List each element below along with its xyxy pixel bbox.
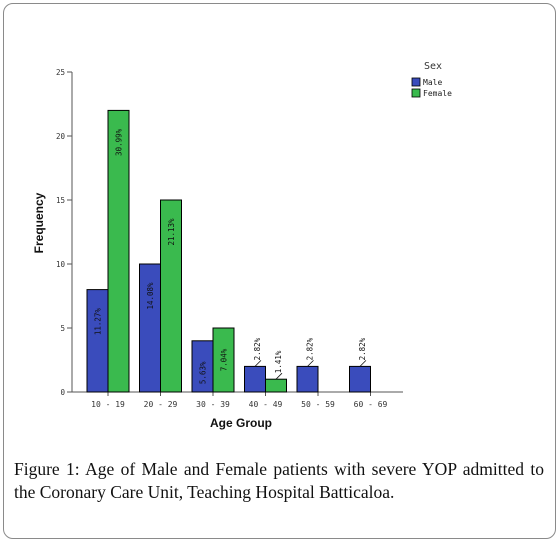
chart: 0 5 10 15 20 25 10 - 19 11.27% 30.99% 20 - 29 14.0… [32, 61, 452, 430]
data-label-leader-male-5 [359, 360, 367, 367]
figure-caption: Figure 1: Age of Male and Female patient… [14, 458, 544, 504]
data-label-group-female-1: 21.13% [167, 218, 176, 246]
bar-female-0 [107, 109, 130, 393]
data-label-group-male-5: 2.82% [358, 337, 367, 367]
x-tick-label-1: 20 - 29 [144, 400, 178, 409]
x-tick-label-4: 50 - 59 [301, 400, 335, 409]
legend-swatch-female [411, 88, 421, 98]
data-label-male-5: 2.82% [358, 337, 367, 360]
y-tick-label-5: 25 [56, 68, 65, 77]
x-tick-label-0: 10 - 19 [91, 400, 125, 409]
caption-text: Age of Male and Female patients with sev… [14, 459, 544, 502]
legend: Sex Male Female [411, 61, 452, 98]
y-tick-label-4: 20 [56, 132, 66, 141]
data-label-female-1: 21.13% [167, 218, 176, 246]
data-label-group-male-3: 2.82% [253, 337, 262, 367]
data-label-group-male-1: 14.08% [146, 282, 155, 310]
data-label-group-male-0: 11.27% [94, 308, 103, 336]
x-axis-title: Age Group [210, 416, 272, 430]
bar-male-4 [296, 365, 319, 393]
x-tick-label-5: 60 - 69 [354, 400, 388, 409]
data-label-female-0: 30.99% [115, 128, 124, 156]
legend-title: Sex [424, 61, 442, 72]
data-label-male-3: 2.82% [253, 337, 262, 360]
data-label-female-2: 7.04% [220, 348, 229, 371]
legend-swatch-male [411, 77, 421, 87]
data-label-leader-male-4 [307, 360, 314, 367]
legend-label-male: Male [423, 78, 442, 87]
caption-label: Figure 1: [14, 459, 80, 479]
bar-female-2 [212, 327, 235, 393]
bar-female-1 [160, 199, 182, 393]
data-label-male-1: 14.08% [146, 282, 155, 310]
plot-area: 0 5 10 15 20 25 10 - 19 11.27% 30.99% 20 - 29 14.0… [56, 68, 403, 409]
bar-male-0 [86, 289, 109, 393]
data-label-group-female-0: 30.99% [115, 128, 124, 156]
x-tick-label-2: 30 - 39 [196, 400, 230, 409]
data-label-male-0: 11.27% [94, 308, 103, 336]
data-label-group-female-2: 7.04% [220, 348, 229, 371]
data-label-leader-male-3 [254, 360, 262, 367]
y-tick-label-3: 15 [56, 196, 65, 205]
data-label-male-2: 5.63% [199, 361, 208, 384]
data-label-group-male-4: 2.82% [306, 337, 315, 367]
data-label-leader-female-3 [275, 372, 283, 380]
y-tick-label-0: 0 [60, 388, 65, 397]
y-axis-title: Frequency [32, 192, 46, 253]
y-tick-label-1: 5 [60, 324, 65, 333]
y-tick-label-2: 10 [56, 260, 66, 269]
bar-male-3 [244, 365, 266, 393]
data-label-male-4: 2.82% [306, 337, 315, 360]
data-label-female-3: 1.41% [274, 350, 283, 373]
legend-label-female: Female [423, 89, 452, 98]
data-label-group-male-2: 5.63% [199, 361, 208, 384]
bar-male-5 [349, 365, 371, 393]
bar-female-3 [265, 378, 287, 393]
data-label-group-female-3: 1.41% [274, 350, 283, 380]
figure-frame [3, 3, 556, 539]
x-tick-label-3: 40 - 49 [249, 400, 283, 409]
